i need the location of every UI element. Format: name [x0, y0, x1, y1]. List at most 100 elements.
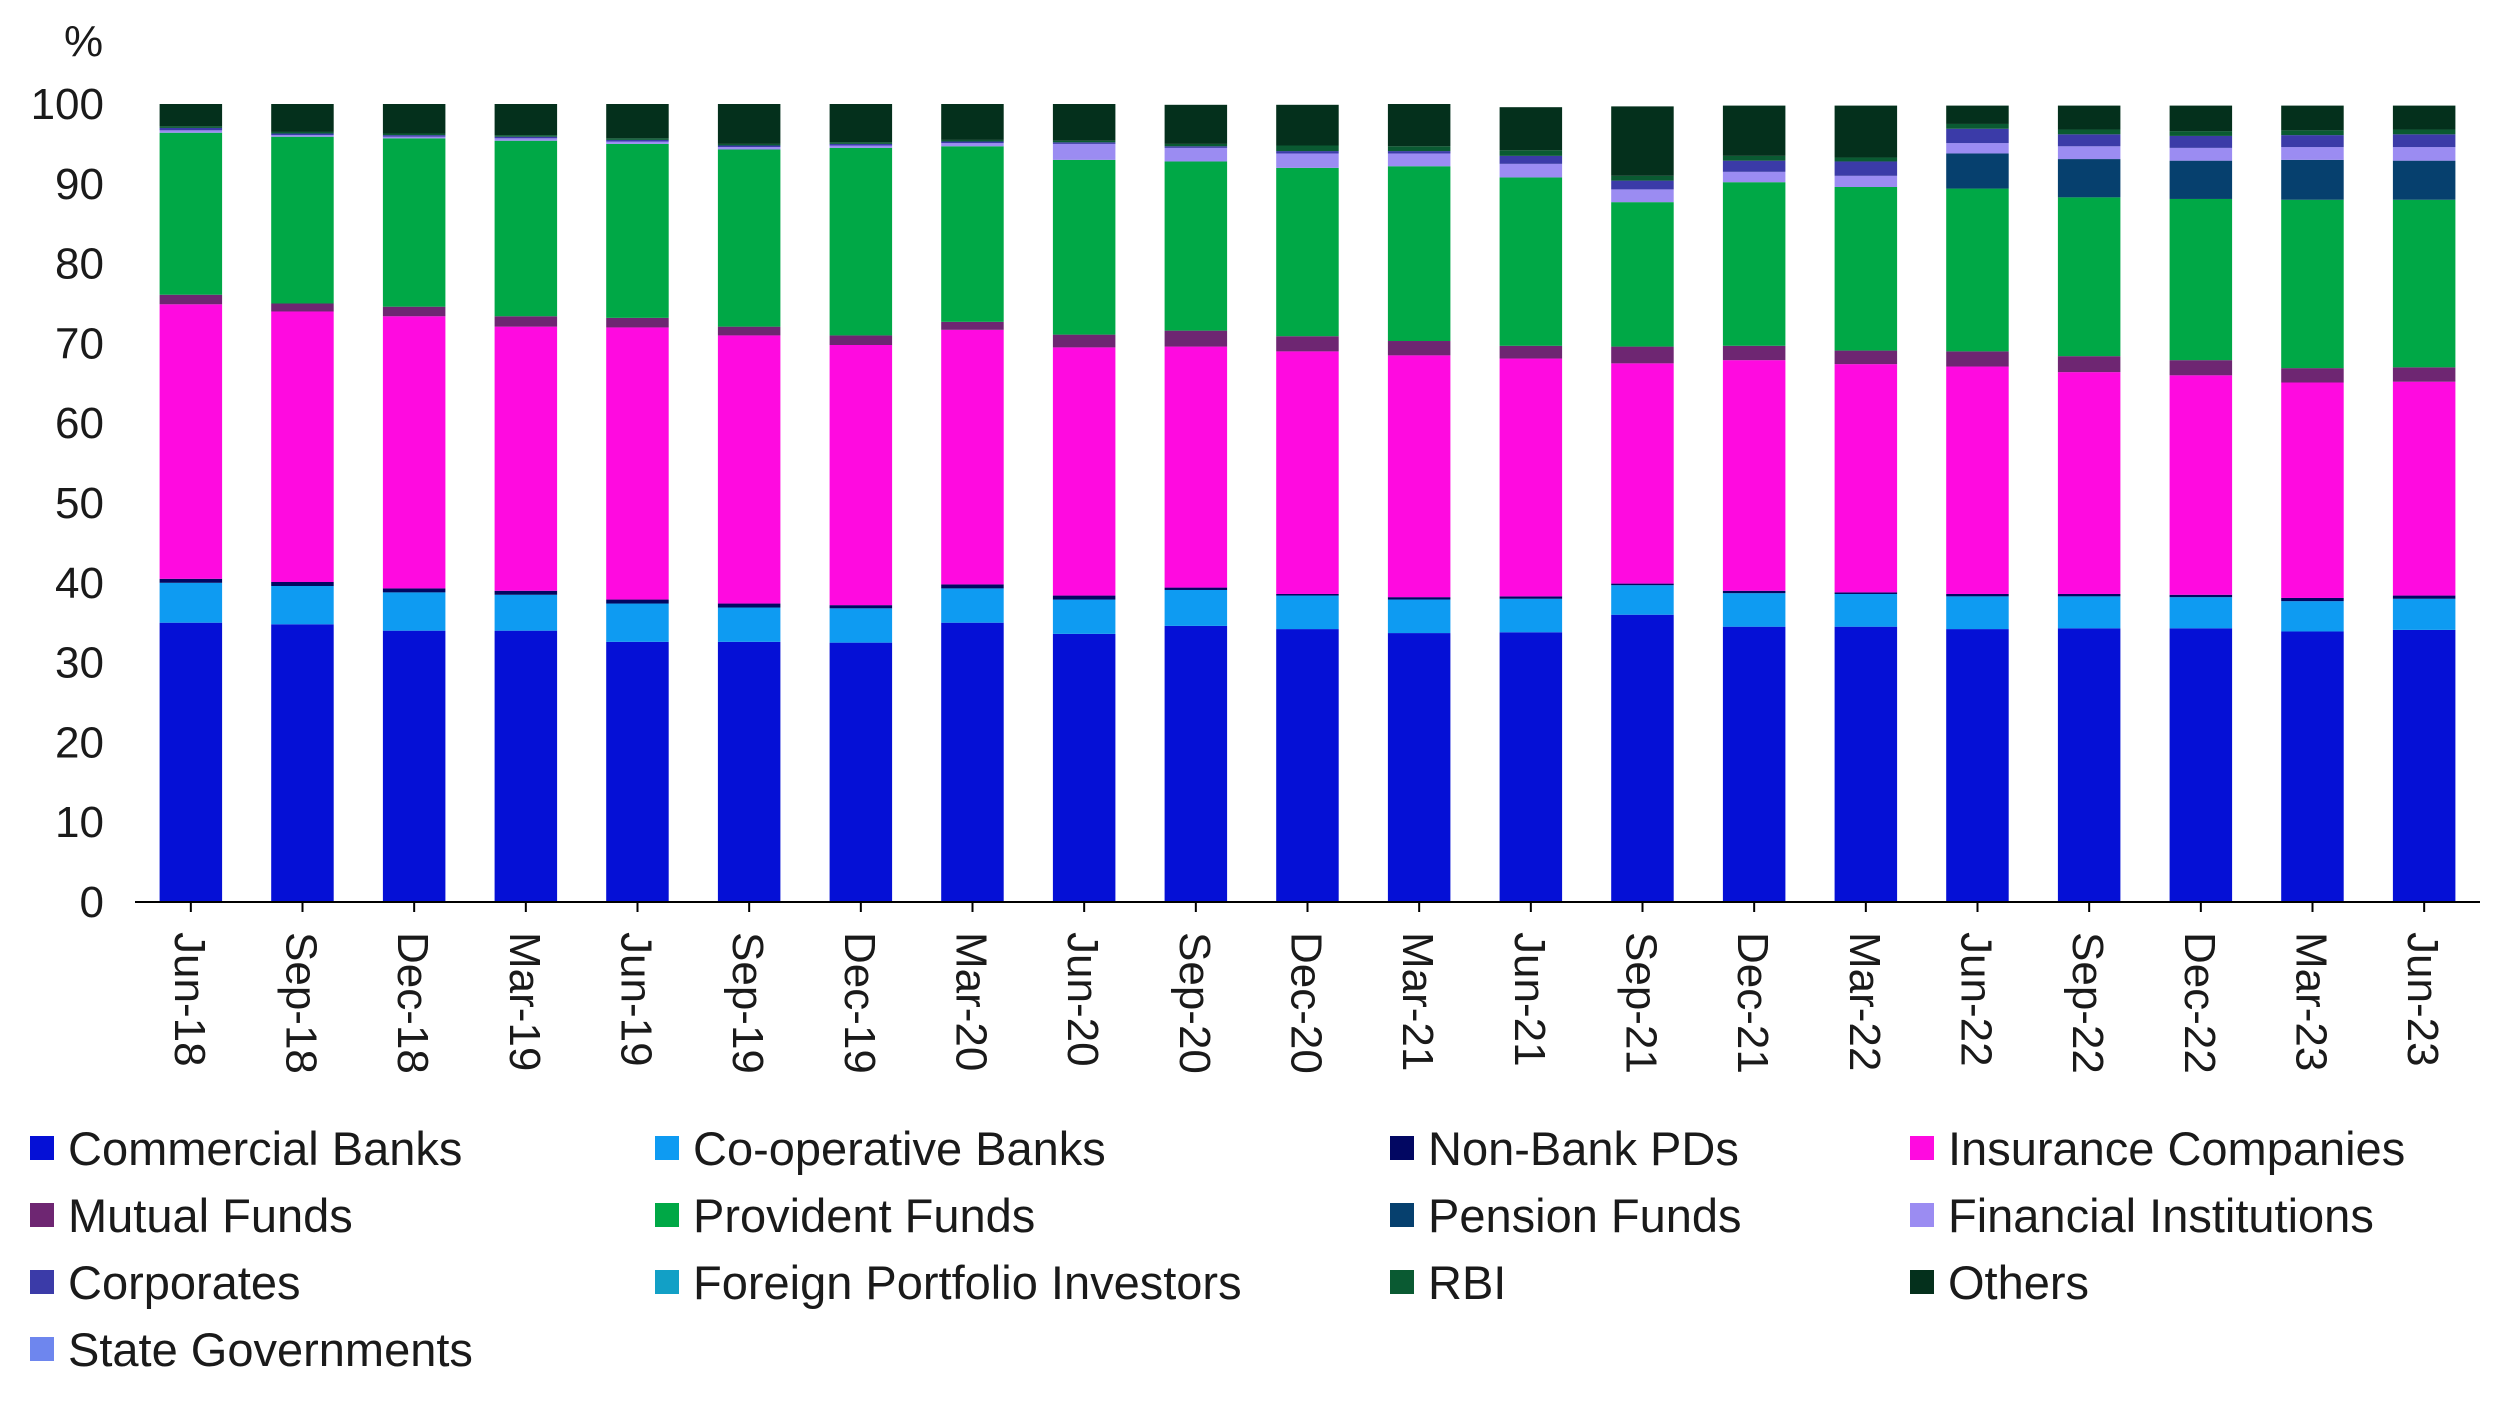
- bar-segment: [1499, 358, 1563, 597]
- y-tick-label: 70: [55, 319, 104, 368]
- bar-segment: [2169, 375, 2233, 595]
- bar-segment: [1052, 599, 1116, 634]
- bar-segment: [2281, 199, 2344, 369]
- bar-segment: [1387, 151, 1451, 154]
- bar-segment: [2392, 367, 2456, 382]
- bar-segment: [941, 584, 1004, 589]
- bar-segment: [271, 311, 334, 582]
- x-tick-label: Mar-23: [2287, 932, 2336, 1071]
- bar-segment: [1164, 147, 1228, 162]
- bar-segment: [2392, 598, 2456, 630]
- bar-segment: [2057, 356, 2121, 373]
- bar-segment: [271, 104, 334, 132]
- y-tick-label: 40: [55, 559, 104, 608]
- bar-segment: [1946, 143, 2009, 154]
- bar-segment: [1052, 334, 1116, 348]
- bar-segment: [159, 132, 223, 295]
- bar-segment: [1722, 160, 1786, 172]
- legend-label: Corporates: [68, 1255, 301, 1309]
- bar-segment: [717, 149, 781, 327]
- bar-stack: [1611, 106, 1674, 902]
- bar-segment: [494, 104, 558, 136]
- bar-segment: [2057, 134, 2121, 147]
- legend-swatch: [1390, 1270, 1414, 1294]
- bar-stack: [1722, 105, 1786, 902]
- bar-segment: [1387, 597, 1451, 600]
- legend-label: Provident Funds: [693, 1188, 1036, 1242]
- bar-segment: [271, 303, 334, 312]
- bar-segment: [717, 145, 781, 148]
- bar-segment: [271, 585, 334, 625]
- bar-segment: [159, 582, 223, 623]
- bar-stack: [2392, 105, 2456, 902]
- legend-item: Mutual Funds: [30, 1187, 353, 1243]
- bar-segment: [1834, 175, 1898, 187]
- y-tick-label: 90: [55, 160, 104, 209]
- bar-segment: [1611, 614, 1674, 902]
- bar-segment: [1276, 167, 1339, 337]
- bar-segment: [1164, 587, 1228, 590]
- bar-segment: [2281, 597, 2344, 602]
- bar-segment: [1946, 123, 2009, 129]
- bar-segment: [1946, 351, 2009, 367]
- bar-segment: [1611, 189, 1674, 203]
- bar-segment: [2392, 134, 2456, 148]
- bar-segment: [2281, 105, 2344, 131]
- bar-segment: [941, 143, 1004, 147]
- bar-segment: [2057, 593, 2121, 597]
- bar-segment: [1611, 202, 1674, 347]
- bar-segment: [2057, 197, 2121, 357]
- bar-segment: [1499, 596, 1563, 599]
- legend-item: Foreign Portfolio Investors: [655, 1254, 1242, 1310]
- bar-segment: [1387, 146, 1451, 152]
- x-tick-label: Dec-20: [1282, 932, 1331, 1074]
- bar-segment: [494, 316, 558, 327]
- x-tick-label: Mar-21: [1393, 932, 1442, 1071]
- bar-stack: [1946, 105, 2009, 902]
- bar-segment: [382, 588, 446, 593]
- bar-segment: [941, 139, 1004, 142]
- y-tick-label: 10: [55, 798, 104, 847]
- legend-label: Co-operative Banks: [693, 1121, 1106, 1175]
- bar-segment: [2392, 105, 2456, 130]
- bar-segment: [1722, 182, 1786, 346]
- legend-swatch: [655, 1203, 679, 1227]
- bar-segment: [606, 599, 669, 604]
- bar-segment: [2392, 629, 2456, 902]
- bar-segment: [2281, 631, 2344, 902]
- legend-item: Financial Institutions: [1910, 1187, 2374, 1243]
- bar-segment: [1722, 105, 1786, 156]
- bar-segment: [717, 104, 781, 144]
- bar-stack: [1164, 104, 1228, 902]
- stacked-bar-chart: % 0 10 20 30 40 50 60 70 80 90 100 Jun-18 Sep-18 Dec…: [31, 17, 2480, 1074]
- bar-segment: [1722, 345, 1786, 361]
- legend-item: Provident Funds: [655, 1187, 1035, 1243]
- bar-segment: [382, 630, 446, 902]
- bar-segment: [606, 104, 669, 139]
- y-axis: 0 10 20 30 40 50 60 70 80 90 100: [31, 80, 104, 927]
- bar-segment: [2281, 159, 2344, 200]
- bar-segment: [829, 605, 893, 609]
- bar-segment: [941, 321, 1004, 330]
- bar-segment: [1722, 626, 1786, 902]
- bar-segment: [829, 104, 893, 143]
- bar-segment: [606, 327, 669, 600]
- bar-segment: [159, 622, 223, 902]
- bar-segment: [1052, 595, 1116, 600]
- bar-segment: [2057, 129, 2121, 135]
- legend-swatch: [655, 1136, 679, 1160]
- legend-swatch: [30, 1337, 54, 1361]
- legend-item: RBI: [1390, 1254, 1506, 1310]
- bar-segment: [1052, 347, 1116, 596]
- x-tick-label: Mar-22: [1840, 932, 1889, 1071]
- bar-segment: [2392, 595, 2456, 599]
- bar-segment: [829, 143, 893, 146]
- bar-segment: [1946, 596, 2009, 630]
- bar-segment: [2281, 147, 2344, 160]
- bar-stack: [1499, 107, 1563, 902]
- bar-segment: [2281, 601, 2344, 632]
- bar-segment: [2281, 135, 2344, 148]
- bar-segment: [2169, 628, 2233, 902]
- bar-segment: [1499, 107, 1563, 151]
- bar-segment: [1276, 336, 1339, 352]
